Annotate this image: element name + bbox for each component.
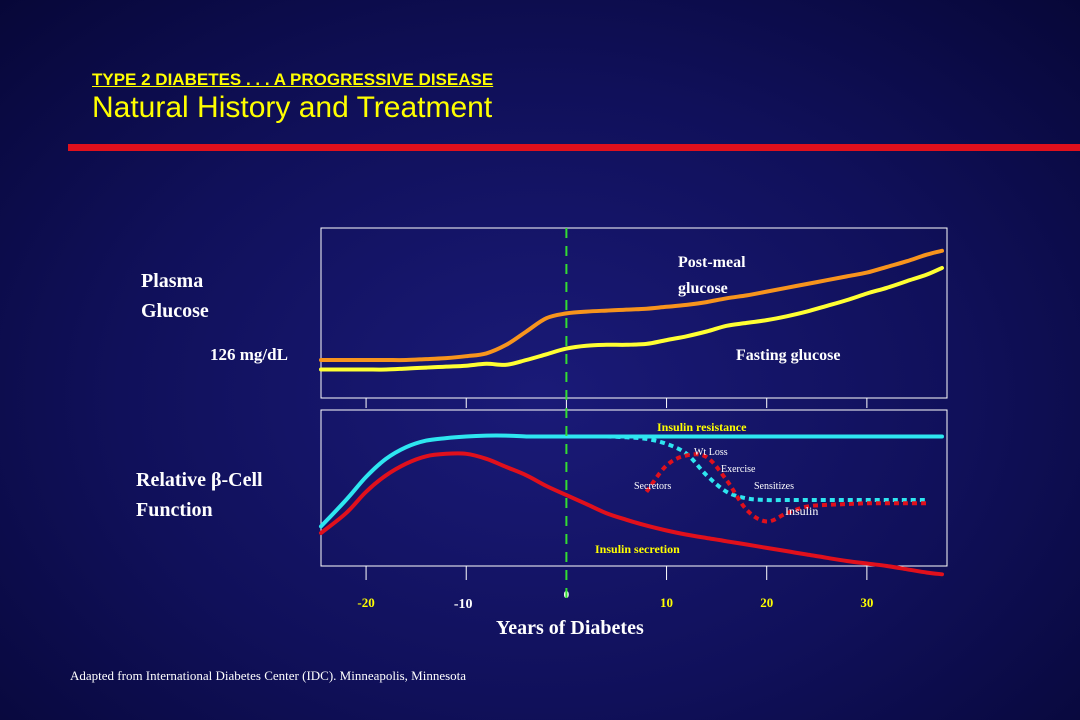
insulin-secretion-label: Insulin secretion [595, 542, 680, 556]
post-meal-glucose-line [319, 248, 944, 363]
post-meal-label-line2: glucose [678, 280, 728, 297]
post-meal-label-line1: Post-meal [678, 254, 746, 271]
x-tick-label: 10 [660, 595, 673, 610]
slide-supertitle: TYPE 2 DIABETES . . . A PROGRESSIVE DISE… [92, 70, 494, 89]
bottom-panel-marks [319, 433, 944, 577]
x-axis: -20-100102030 [357, 398, 873, 612]
insulin-secretion-line [319, 451, 944, 577]
wt-loss-label: Wt Loss [694, 447, 728, 458]
x-tick-label: 20 [760, 595, 773, 610]
fasting-glucose-line [319, 265, 944, 372]
top-panel-marks [319, 248, 944, 372]
source-credit: Adapted from International Diabetes Cent… [70, 668, 467, 683]
insulin-resistance-label: Insulin resistance [657, 420, 747, 434]
bottom-panel-ylabel: Relative β-Cell Function [136, 469, 263, 521]
insulin-resistance-line [319, 433, 944, 529]
sensitizer-treatment-line [606, 434, 927, 503]
sensitizes-label: Sensitizes [754, 481, 794, 492]
insulin-label: Insulin [785, 504, 818, 518]
secretors-label: Secretors [634, 481, 671, 492]
slide-title: Natural History and Treatment [92, 91, 493, 124]
title-rule [68, 144, 1080, 151]
bottom-panel-frame [320, 409, 948, 567]
x-tick-label: -20 [357, 595, 374, 610]
top-panel-frame [320, 227, 948, 399]
exercise-label: Exercise [721, 464, 756, 475]
fasting-label: Fasting glucose [736, 347, 840, 364]
top-panel-ylabel: Plasma Glucose [141, 270, 209, 322]
x-axis-title: Years of Diabetes [496, 617, 644, 639]
x-tick-label: 30 [860, 595, 873, 610]
threshold-label: 126 mg/dL [210, 345, 288, 364]
x-tick-label: -10 [454, 597, 473, 612]
